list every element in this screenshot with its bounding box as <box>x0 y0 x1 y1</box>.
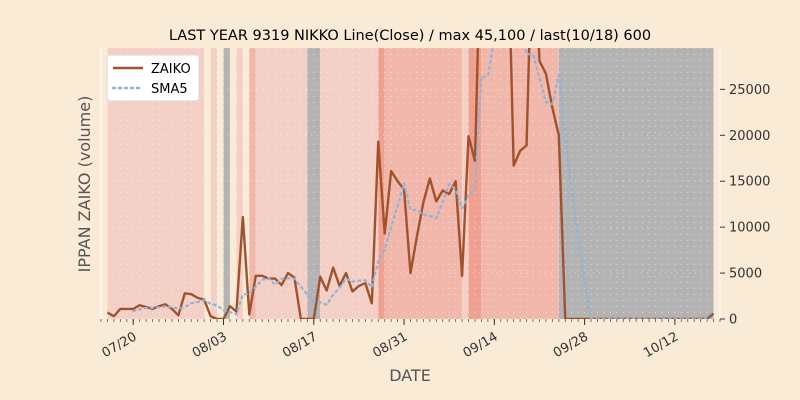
x-tick-label-1: 08/03 <box>190 329 230 361</box>
y-tick-label-0: 0 <box>729 313 737 328</box>
series-line-sma5 <box>132 48 715 319</box>
band-3 <box>236 48 243 319</box>
legend-label-sma5: SMA5 <box>151 82 188 97</box>
series-lines <box>106 48 715 319</box>
axes <box>100 48 721 319</box>
y-tick-label-5: 25000 <box>729 83 770 98</box>
x-tick-label-4: 09/14 <box>461 329 501 361</box>
x-axis-label: DATE <box>389 366 431 385</box>
y-tick-label-2: 10000 <box>729 221 770 236</box>
y-axis-ticks: 0 5000 10000 15000 20000 25000 <box>720 83 770 328</box>
band-5 <box>255 48 308 319</box>
x-axis-ticks: 07/20 08/03 08/17 08/31 09/14 09/28 10/12 <box>100 319 721 361</box>
legend-label-zaiko: ZAIKO <box>151 62 191 77</box>
legend-box <box>106 54 200 102</box>
x-tick-label-5: 09/28 <box>551 329 591 361</box>
x-tick-label-3: 08/31 <box>370 329 410 361</box>
x-tick-label-0: 07/20 <box>100 329 140 361</box>
series-line-zaiko <box>106 48 715 319</box>
band-7 <box>320 48 379 319</box>
band-6 <box>307 48 321 319</box>
legend: ZAIKO SMA5 <box>106 54 200 102</box>
band-2 <box>223 48 230 319</box>
band-12 <box>468 48 482 319</box>
y-tick-label-4: 20000 <box>729 129 770 144</box>
band-13 <box>481 48 559 319</box>
chart-title: LAST YEAR 9319 NIKKO Line(Close) / max 4… <box>169 28 651 44</box>
y-tick-label-3: 15000 <box>729 175 770 190</box>
x-tick-label-6: 10/12 <box>641 329 681 361</box>
band-4 <box>249 48 256 319</box>
x-tick-label-2: 08/17 <box>280 329 320 361</box>
band-1 <box>210 48 218 319</box>
y-axis-label: IPPAN ZAIKO (volume) <box>75 96 94 273</box>
band-14 <box>558 48 714 319</box>
y-tick-label-1: 5000 <box>729 267 762 282</box>
